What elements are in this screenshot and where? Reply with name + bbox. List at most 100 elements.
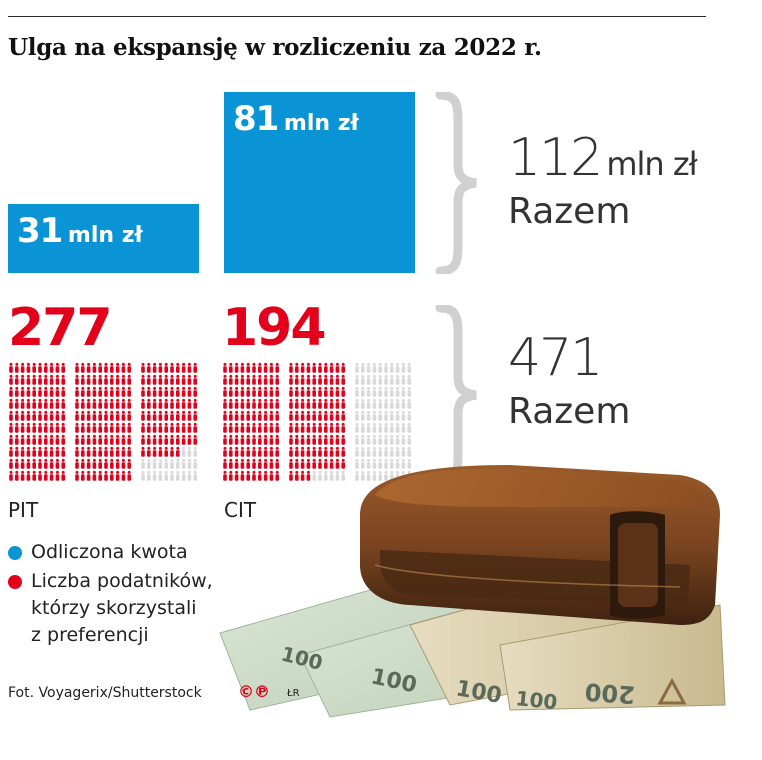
person-icon [193, 410, 197, 421]
person-icon [258, 386, 262, 397]
person-icon [20, 422, 25, 433]
person-icon [401, 446, 406, 457]
person-icon [26, 362, 31, 373]
person-icon [81, 422, 85, 433]
person-icon [193, 374, 197, 385]
person-icon [86, 362, 91, 373]
person-icon [32, 422, 36, 433]
person-icon [240, 398, 245, 409]
person-icon [147, 386, 151, 397]
person-icon [269, 434, 274, 445]
person-icon [366, 410, 371, 421]
person-icon [104, 458, 108, 469]
person-icon [61, 398, 65, 409]
person-icon [355, 410, 359, 421]
person-icon [329, 422, 334, 433]
person-icon [407, 398, 411, 409]
person-icon [104, 398, 108, 409]
person-icon [269, 362, 274, 373]
person-icon [170, 362, 174, 373]
person-icon [170, 446, 174, 457]
person-icon [9, 422, 13, 433]
person-icon [176, 398, 180, 409]
person-icon [193, 434, 197, 445]
person-icon [81, 458, 85, 469]
person-icon [86, 434, 91, 445]
person-icon [384, 470, 388, 481]
person-icon [252, 374, 256, 385]
person-icon [158, 362, 163, 373]
person-icon [9, 446, 13, 457]
person-icon [61, 410, 65, 421]
person-icon [289, 362, 293, 373]
person-icon [269, 398, 274, 409]
person-icon [152, 434, 157, 445]
person-icon [81, 446, 85, 457]
person-icon [127, 362, 131, 373]
person-icon [164, 422, 168, 433]
person-icon [15, 410, 19, 421]
person-icon [361, 434, 365, 445]
person-icon [263, 374, 268, 385]
person-icon [49, 362, 54, 373]
person-icon [223, 446, 227, 457]
person-icon [152, 374, 157, 385]
person-icon [258, 362, 262, 373]
person-icon [335, 470, 340, 481]
person-icon [366, 398, 371, 409]
person-icon [26, 386, 31, 397]
person-icon [75, 374, 79, 385]
person-icon [181, 398, 186, 409]
person-icon [152, 458, 157, 469]
person-icon [9, 434, 13, 445]
person-icon [341, 410, 345, 421]
person-icon [312, 470, 316, 481]
bar-label-cit-unit: mln zł [283, 111, 359, 136]
person-icon [341, 362, 345, 373]
person-icon [355, 398, 359, 409]
person-icon [252, 446, 256, 457]
person-icon [193, 470, 197, 481]
person-icon [234, 422, 239, 433]
person-icon [335, 422, 340, 433]
person-icon [384, 374, 388, 385]
person-icon [164, 398, 168, 409]
person-icon [258, 410, 262, 421]
bar-label-pit: 31 mln zł [17, 214, 143, 248]
person-icon [75, 470, 79, 481]
person-icon [44, 470, 48, 481]
person-icon [9, 362, 13, 373]
person-icon [295, 386, 299, 397]
person-icon [240, 458, 245, 469]
person-icon [38, 470, 42, 481]
person-icon [300, 374, 305, 385]
person-icon [15, 458, 19, 469]
person-icon [115, 362, 120, 373]
person-icon [263, 422, 268, 433]
person-icon [361, 386, 365, 397]
person-icon [127, 410, 131, 421]
person-icon [26, 458, 31, 469]
person-icon [329, 470, 334, 481]
person-icon [407, 362, 411, 373]
copyright-mark: ©℗ [238, 682, 270, 701]
person-icon [223, 434, 227, 445]
person-icon [312, 410, 316, 421]
person-icon [240, 410, 245, 421]
person-icon [164, 458, 168, 469]
person-icon [147, 458, 151, 469]
person-icon [187, 374, 192, 385]
person-icon [81, 410, 85, 421]
person-icon [289, 386, 293, 397]
person-icon [176, 446, 180, 457]
person-icon [246, 458, 250, 469]
person-icon [49, 386, 54, 397]
person-icon [121, 470, 126, 481]
person-icon [361, 470, 365, 481]
person-icon [329, 434, 334, 445]
person-icon [378, 410, 382, 421]
person-icon [263, 398, 268, 409]
person-icon [61, 434, 65, 445]
person-icon [329, 398, 334, 409]
person-icon [395, 362, 400, 373]
